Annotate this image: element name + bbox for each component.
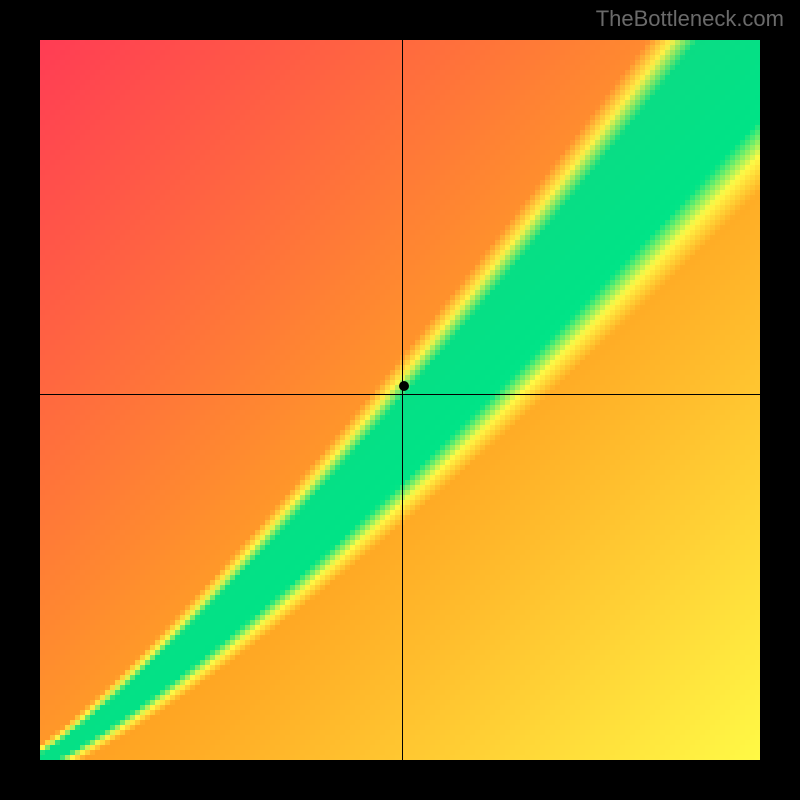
- heatmap-canvas: [40, 40, 760, 760]
- data-point-marker: [399, 381, 409, 391]
- crosshair-vertical: [402, 40, 403, 760]
- plot-area: [40, 40, 760, 760]
- crosshair-horizontal: [40, 394, 760, 395]
- watermark-text: TheBottleneck.com: [596, 6, 784, 32]
